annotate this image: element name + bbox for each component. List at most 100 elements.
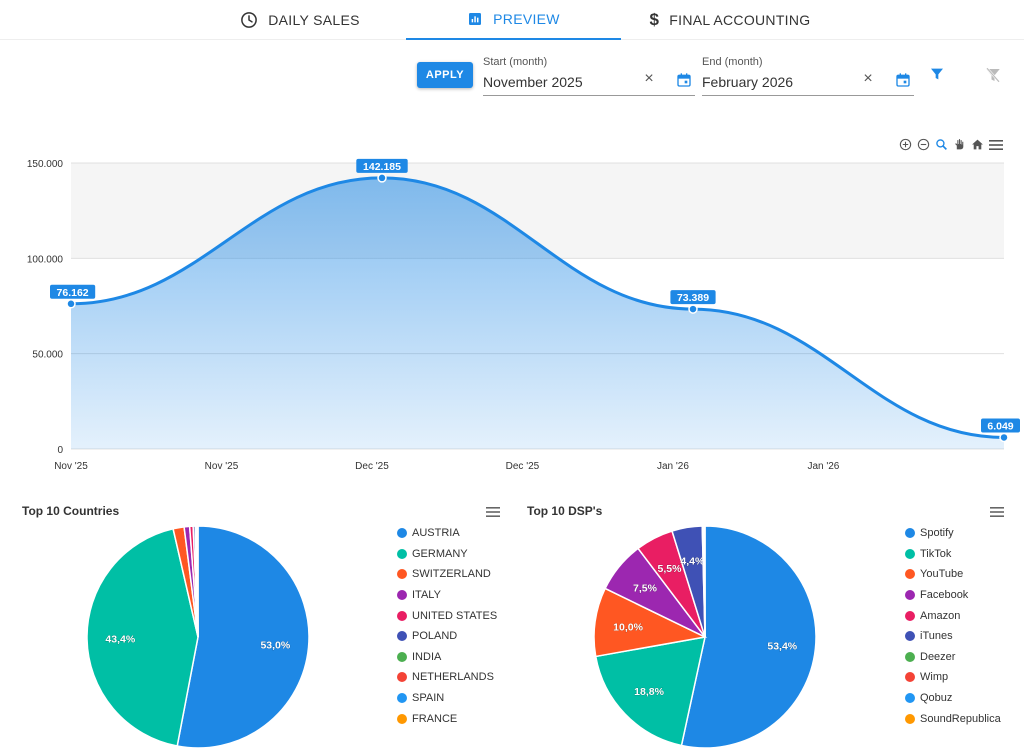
slice-label: 18,8%	[634, 686, 664, 698]
legend-marker	[397, 569, 407, 580]
legend-item[interactable]: POLAND	[397, 626, 497, 647]
calendar-icon[interactable]	[895, 72, 911, 88]
pie-slice[interactable]	[176, 525, 310, 749]
zoom-in-icon[interactable]	[898, 137, 913, 152]
legend-item[interactable]: GERMANY	[397, 544, 497, 565]
legend-marker	[397, 672, 407, 683]
x-tick-label: Nov '25	[205, 461, 239, 472]
data-label: 6.049	[981, 418, 1020, 433]
countries-chart-title: Top 10 Countries	[22, 504, 120, 518]
start-month-label: Start (month)	[483, 56, 548, 68]
legend-marker	[905, 693, 915, 704]
legend-label: POLAND	[412, 630, 458, 643]
legend-item[interactable]: Deezer	[905, 647, 1001, 668]
tab-bar: DAILY SALES PREVIEW $ FINAL ACCOUNTING	[0, 0, 1024, 40]
svg-text:73.389: 73.389	[677, 292, 709, 304]
data-point[interactable]	[66, 299, 76, 309]
end-month-value[interactable]: February 2026	[702, 74, 794, 90]
end-month-field[interactable]: End (month) February 2026 ×	[702, 52, 914, 96]
x-tick-label: Dec '25	[355, 461, 389, 472]
slice-label: 5,5%	[658, 563, 683, 575]
legend-item[interactable]: NETHERLANDS	[397, 667, 497, 688]
data-label: 73.389	[670, 290, 716, 305]
legend-marker	[397, 693, 407, 704]
legend-item[interactable]: UNITED STATES	[397, 605, 497, 626]
legend-item[interactable]: AUSTRIA	[397, 523, 497, 544]
clear-start-icon[interactable]: ×	[644, 70, 654, 87]
pie-slice[interactable]	[594, 636, 706, 747]
legend-label: YouTube	[920, 568, 964, 581]
legend-item[interactable]: SWITZERLAND	[397, 564, 497, 585]
pan-icon[interactable]	[952, 137, 967, 152]
legend-item[interactable]: FRANCE	[397, 708, 497, 729]
legend-label: Spotify	[920, 527, 954, 540]
countries-pie-chart: 53,0% 43,4%	[86, 525, 310, 749]
legend-item[interactable]: TikTok	[905, 544, 1001, 565]
legend-marker	[905, 651, 915, 662]
legend-marker	[397, 590, 407, 601]
pie-slice[interactable]	[680, 525, 817, 749]
chart-menu-icon[interactable]	[988, 137, 1003, 152]
legend-item[interactable]: Spotify	[905, 523, 1001, 544]
legend-marker	[905, 548, 915, 559]
pie-slice[interactable]	[86, 527, 199, 747]
legend-item[interactable]: YouTube	[905, 564, 1001, 585]
zoom-select-icon[interactable]	[934, 137, 949, 152]
y-tick-label: 50.000	[32, 350, 63, 361]
data-point[interactable]	[999, 432, 1009, 443]
legend-item[interactable]: SoundRepublica	[905, 708, 1001, 729]
bar-chart-icon	[469, 13, 482, 25]
legend-label: Wimp	[920, 671, 949, 684]
legend-item[interactable]: Wimp	[905, 667, 1001, 688]
legend-marker	[905, 713, 915, 724]
filter-icon[interactable]	[929, 66, 945, 82]
legend-label: Facebook	[920, 589, 969, 602]
chart-toolbar	[898, 137, 1003, 152]
legend-item[interactable]: SPAIN	[397, 688, 497, 709]
svg-text:142.185: 142.185	[363, 161, 401, 173]
legend-item[interactable]: INDIA	[397, 647, 497, 668]
legend-item[interactable]: Facebook	[905, 585, 1001, 606]
legend-marker	[905, 672, 915, 683]
legend-label: TikTok	[920, 547, 952, 560]
calendar-icon[interactable]	[676, 72, 692, 88]
legend-marker	[905, 631, 915, 642]
start-month-field[interactable]: Start (month) November 2025 ×	[483, 52, 695, 96]
data-point[interactable]	[688, 304, 698, 314]
dsps-menu-icon[interactable]	[990, 506, 1004, 518]
zoom-out-icon[interactable]	[916, 137, 931, 152]
series-line	[70, 176, 1005, 439]
legend-marker	[397, 631, 407, 642]
data-label: 76.162	[50, 284, 96, 299]
clear-end-icon[interactable]: ×	[863, 70, 873, 87]
legend-marker	[397, 651, 407, 662]
legend-marker	[905, 590, 915, 601]
home-icon[interactable]	[970, 137, 985, 152]
end-month-label: End (month)	[702, 56, 763, 68]
countries-menu-icon[interactable]	[486, 506, 500, 518]
legend-label: FRANCE	[412, 712, 458, 725]
slice-label: 53,0%	[260, 639, 290, 651]
legend-item[interactable]: iTunes	[905, 626, 1001, 647]
start-month-value[interactable]: November 2025	[483, 74, 583, 90]
y-tick-label: 150.000	[27, 159, 64, 170]
legend-label: UNITED STATES	[412, 609, 498, 622]
svg-text:6.049: 6.049	[987, 420, 1013, 432]
tab-daily-sales[interactable]: DAILY SALES	[190, 0, 410, 40]
filter-off-icon[interactable]	[984, 66, 1002, 84]
slice-label: 4,4%	[680, 555, 705, 567]
legend-label: SPAIN	[412, 692, 445, 705]
data-label: 142.185	[356, 158, 408, 173]
legend-item[interactable]: Qobuz	[905, 688, 1001, 709]
slice-label: 10,0%	[613, 621, 643, 633]
tab-final-accounting[interactable]: $ FINAL ACCOUNTING	[620, 0, 840, 40]
slice-label: 43,4%	[105, 633, 135, 645]
tab-preview[interactable]: PREVIEW	[406, 0, 621, 40]
legend-item[interactable]: Amazon	[905, 605, 1001, 626]
dollar-icon: $	[649, 10, 660, 29]
data-point[interactable]	[377, 173, 387, 183]
legend-label: AUSTRIA	[412, 527, 460, 540]
x-tick-label: Dec '25	[506, 461, 540, 472]
apply-button[interactable]: APPLY	[417, 62, 473, 88]
legend-item[interactable]: ITALY	[397, 585, 497, 606]
